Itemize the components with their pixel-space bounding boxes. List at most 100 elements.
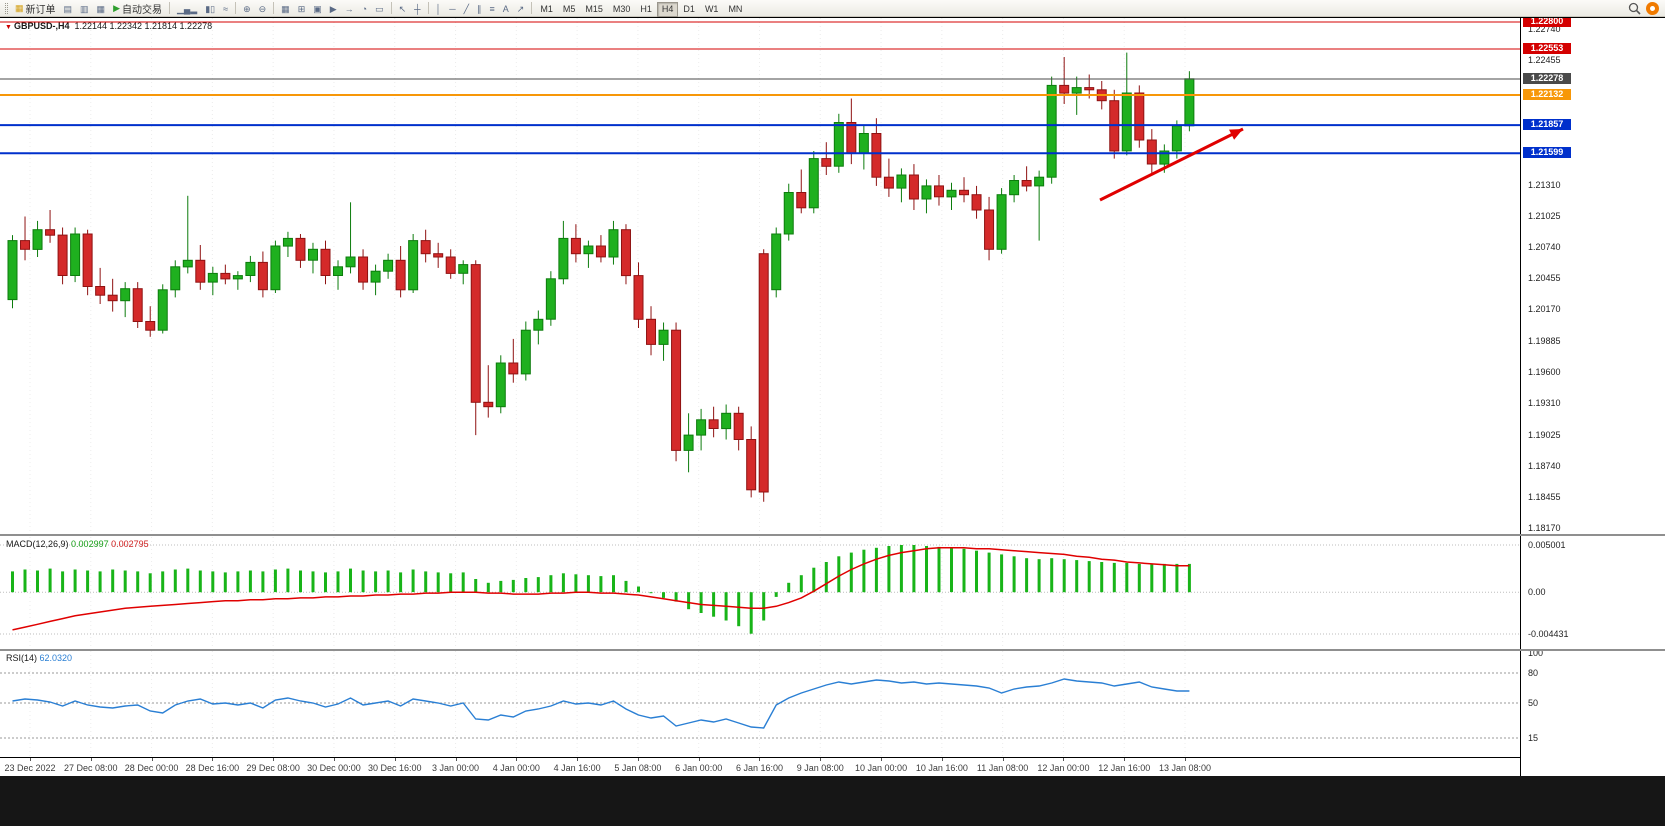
arrow-objects-icon: ↗	[516, 4, 525, 14]
time-tick	[394, 758, 396, 761]
time-label: 3 Jan 00:00	[431, 763, 480, 773]
rsi-name: RSI(14)	[6, 653, 38, 663]
timeframe-button-d1[interactable]: D1	[678, 2, 700, 17]
new-chart-icon[interactable]: ▤	[60, 2, 77, 17]
market-watch-icon[interactable]: ▦	[93, 2, 110, 17]
fibonacci-icon[interactable]: ≡	[486, 2, 499, 17]
time-tick	[333, 758, 335, 761]
chart-title: ▼ GBPUSD-,H4 1.22144 1.22342 1.21814 1.222…	[5, 21, 212, 31]
bar-chart-icon[interactable]: ▁▄▂	[173, 2, 201, 17]
time-tick	[759, 758, 761, 761]
ohlc-values: 1.22144 1.22342 1.21814 1.22278	[74, 21, 213, 31]
rsi-panel[interactable]: RSI(14) 62.0320	[0, 651, 1520, 757]
time-tick	[151, 758, 153, 761]
macd-chart[interactable]	[0, 537, 1520, 648]
crosshair-icon[interactable]: ┼	[410, 2, 424, 17]
time-label: 6 Jan 16:00	[735, 763, 783, 773]
objects-list-icon: ▣	[313, 4, 322, 14]
price-line-label: 1.21857	[1523, 119, 1571, 131]
price-line-label: 1.22132	[1523, 89, 1571, 100]
chart-shift-icon[interactable]: →	[341, 2, 358, 17]
chart-dropdown-icon[interactable]: ▼	[5, 24, 12, 31]
play-icon: ▶	[113, 2, 120, 13]
candlestick-chart[interactable]	[0, 18, 1520, 533]
time-tick	[698, 758, 700, 761]
time-axis[interactable]: 23 Dec 2022 27 Dec 08:00 28 Dec 00:00 28 De…	[0, 757, 1520, 776]
rsi-scale-label: 80	[1528, 668, 1539, 678]
time-tick	[516, 758, 518, 761]
price-tick-label: 1.19025	[1528, 429, 1561, 440]
price-tick-label: 1.19600	[1528, 366, 1561, 377]
timeframe-button-m30[interactable]: M30	[608, 2, 636, 17]
arrow-objects-icon[interactable]: ↗	[513, 2, 529, 17]
new-chart-icon: ▤	[63, 4, 73, 14]
time-label: 29 Dec 08:00	[246, 763, 300, 773]
candlestick-chart-icon[interactable]: ▮▯	[201, 2, 219, 17]
text-label-icon[interactable]: A	[499, 2, 513, 17]
panel-splitter[interactable]	[0, 534, 1665, 536]
time-label: 9 Jan 08:00	[796, 763, 844, 773]
screenshot-icon[interactable]: ▭	[371, 2, 388, 17]
timeframe-button-h1[interactable]: H1	[635, 2, 657, 17]
panel-splitter[interactable]	[0, 649, 1665, 651]
trendline-icon: ╱	[463, 4, 469, 14]
price-tick-label: 1.19885	[1528, 335, 1561, 346]
objects-list-icon[interactable]: ▣	[309, 2, 326, 17]
timeframe-button-mn[interactable]: MN	[723, 2, 747, 17]
vertical-line-icon[interactable]: │	[432, 2, 446, 17]
rsi-chart[interactable]	[0, 651, 1520, 757]
price-tick-label: 1.20170	[1528, 304, 1561, 315]
rsi-scale-label: 100	[1528, 648, 1544, 658]
tile-windows-icon: ▦	[281, 4, 290, 14]
auto-scroll-icon[interactable]: ▶	[326, 2, 341, 17]
new-order-button[interactable]: ▦ 新订单	[11, 1, 60, 16]
time-label: 4 Jan 16:00	[553, 763, 601, 773]
timeframe-button-h4[interactable]: H4	[656, 1, 679, 17]
zoom-in-icon[interactable]: ⊕	[239, 2, 255, 17]
search-icon[interactable]	[1628, 2, 1641, 15]
vertical-line-icon: │	[435, 4, 442, 14]
timeframe-button-m15[interactable]: M15	[580, 2, 608, 17]
time-tick	[1063, 758, 1065, 761]
profiles-icon[interactable]: ▥	[76, 2, 93, 17]
auto-trading-button[interactable]: ▶ 自动交易	[109, 1, 166, 16]
period-clock-icon: ◔	[361, 4, 368, 14]
trendline-icon[interactable]: ╱	[460, 2, 473, 17]
macd-scale-label: 0.00	[1528, 587, 1546, 598]
indicators-icon[interactable]: ⊞	[294, 2, 310, 17]
toolbar-separator	[168, 2, 170, 14]
price-scale[interactable]: 1.22740 1.22455 1.21310 1.21025 1.20740 1.204…	[1520, 16, 1665, 776]
timeframe-button-m5[interactable]: M5	[558, 2, 581, 17]
time-label: 30 Dec 16:00	[367, 763, 422, 773]
timeframe-button-m1[interactable]: M1	[535, 2, 558, 17]
cursor-icon[interactable]: ↖	[395, 2, 411, 17]
time-tick	[1124, 758, 1126, 761]
time-tick	[273, 758, 275, 761]
tile-windows-icon[interactable]: ▦	[277, 2, 294, 17]
equidistant-channel-icon[interactable]: ∥	[473, 2, 486, 17]
rsi-value: 62.0320	[39, 653, 73, 663]
toolbar-drag-handle[interactable]	[5, 2, 8, 14]
price-line-label: 1.21599	[1523, 147, 1571, 159]
zoom-out-icon[interactable]: ⊖	[255, 2, 271, 17]
horizontal-line-icon[interactable]: ─	[445, 2, 459, 17]
bar-chart-icon: ▁▄▂	[176, 4, 198, 14]
price-line-label: 1.22278	[1523, 73, 1571, 85]
timeframe-button-w1[interactable]: W1	[700, 2, 724, 17]
price-tick-label: 1.21310	[1528, 179, 1561, 190]
macd-scale-label: 0.005001	[1528, 540, 1566, 550]
time-label: 23 Dec 2022	[4, 763, 56, 773]
time-label: 28 Dec 00:00	[124, 763, 179, 773]
cursor-icon: ↖	[398, 4, 407, 14]
community-icon[interactable]	[1646, 1, 1659, 15]
chart-frame-border	[0, 17, 1665, 18]
profiles-icon: ▥	[80, 4, 89, 14]
community-dot	[1650, 5, 1655, 11]
time-label: 28 Dec 16:00	[185, 763, 240, 773]
macd-panel[interactable]: MACD(12,26,9) 0.002997 0.002795	[0, 537, 1520, 648]
line-chart-icon[interactable]: ≈	[219, 2, 232, 17]
main-chart-panel[interactable]: ▼ GBPUSD-,H4 1.22144 1.22342 1.21814 1.222…	[0, 18, 1520, 533]
period-clock-icon[interactable]: ◔	[358, 2, 371, 17]
price-tick-label: 1.18740	[1528, 460, 1561, 471]
time-label: 5 Jan 08:00	[614, 763, 662, 773]
